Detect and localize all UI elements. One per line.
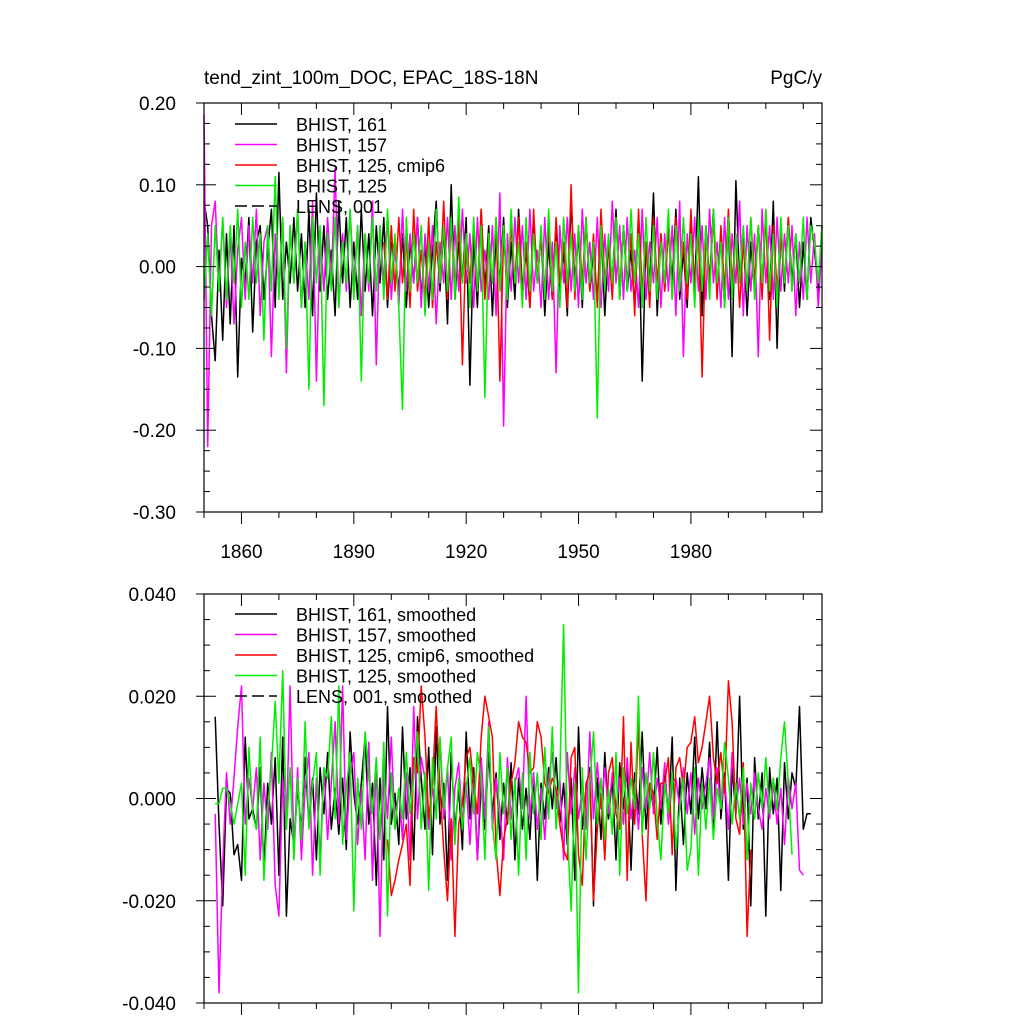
- panel-2-y-tick-label: 0.000: [128, 790, 176, 811]
- panel-1-title: tend_zint_100m_DOC, EPAC_18S-18N: [204, 68, 538, 89]
- panel-2-y-tick-label: 0.020: [128, 687, 176, 708]
- panel-2-legend-label: BHIST, 157, smoothed: [296, 626, 476, 646]
- panel-2-legend-label: BHIST, 125, cmip6, smoothed: [296, 646, 534, 666]
- panel-2-legend-label: BHIST, 125, smoothed: [296, 667, 476, 687]
- panel-1-chart: 0.20 0.10 0.00 -0.10 -0.20 -0.30 1860 1890 1920 1…: [133, 94, 823, 563]
- panel-2-chart: 0.040 0.020 0.000 -0.020 -0.040 BHIST, 161, s…: [122, 585, 823, 1015]
- panel-1-legend-label: BHIST, 161: [296, 115, 387, 135]
- panel-1-x-tick-label: 1860: [220, 542, 262, 563]
- panel-1-x-tick-label: 1950: [557, 542, 599, 563]
- panel-2-y-tick-label: 0.040: [128, 585, 176, 606]
- panel-1-legend-label: BHIST, 125: [296, 177, 387, 197]
- panel-1-y-tick-label: -0.10: [133, 339, 176, 360]
- panel-2-series-line-3: [386, 680, 752, 938]
- panel-2-series-line-2: [214, 685, 804, 994]
- panel-1-y-tick-label: 0.20: [139, 94, 176, 115]
- panel-2-y-tick-label: -0.020: [122, 892, 176, 913]
- panel-1-x-tick-label: 1980: [670, 542, 712, 563]
- panel-1-x-tick-label: 1920: [445, 542, 487, 563]
- panel-1-series-line-4: [203, 175, 823, 419]
- panel-1-y-tick-label: -0.30: [133, 503, 176, 524]
- panel-1-units: PgC/y: [770, 68, 822, 89]
- panel-2-y-tick-label: -0.040: [122, 994, 176, 1015]
- panel-2-legend-label: BHIST, 161, smoothed: [296, 605, 476, 625]
- panel-1-legend-label: BHIST, 125, cmip6: [296, 156, 445, 176]
- panel-2-series-line-4: [215, 623, 793, 994]
- panel-1-y-tick-label: -0.20: [133, 421, 176, 442]
- panel-2-legend-label: LENS, 001, smoothed: [296, 687, 472, 707]
- panel-1-y-tick-label: 0.10: [139, 176, 176, 197]
- panel-1-legend-label: LENS, 001: [296, 197, 383, 217]
- panel-1-y-tick-label: 0.00: [139, 258, 176, 279]
- panel-1-legend-label: BHIST, 157: [296, 136, 387, 156]
- panel-1-x-tick-label: 1890: [333, 542, 375, 563]
